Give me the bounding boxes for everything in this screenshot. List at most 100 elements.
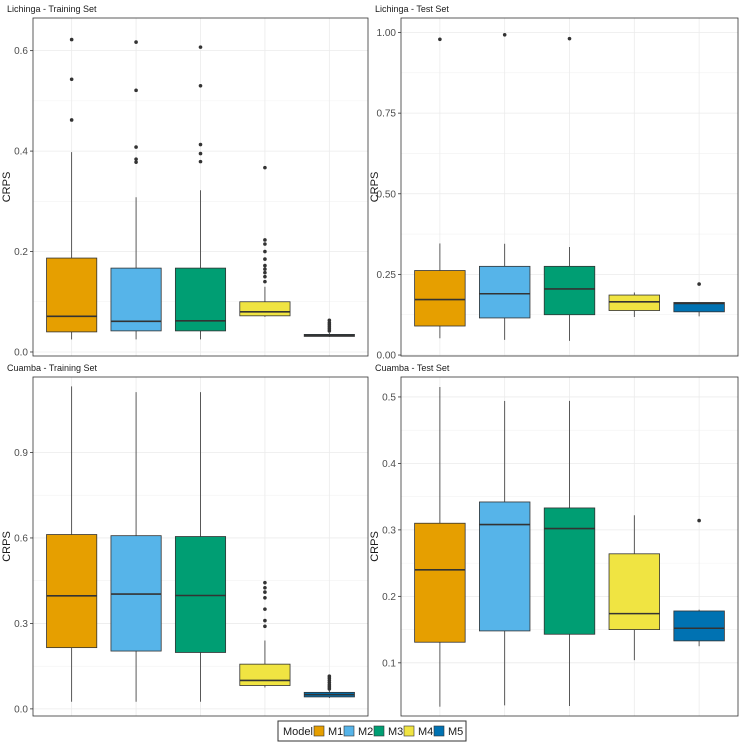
box-body xyxy=(608,553,660,630)
y-tick-label: 0.2 xyxy=(14,247,28,258)
y-axis-title: CRPS xyxy=(369,531,381,562)
y-tick-label: 0.50 xyxy=(377,189,397,200)
outlier-point xyxy=(263,270,267,275)
outlier-point xyxy=(198,84,203,88)
y-tick-label: 0.4 xyxy=(382,459,396,470)
box-M3 xyxy=(543,400,596,707)
outlier-point xyxy=(438,37,442,42)
legend-swatch-m4 xyxy=(403,725,415,737)
box-body xyxy=(414,270,466,327)
outlier-point xyxy=(69,77,74,82)
outlier-point xyxy=(134,88,138,93)
legend-label-m5: M5 xyxy=(448,726,463,738)
box-body xyxy=(46,257,98,333)
legend-label-m4: M4 xyxy=(418,726,433,738)
outlier-point xyxy=(263,624,267,629)
outlier-point xyxy=(567,36,572,41)
box-M3 xyxy=(174,45,227,340)
legend-title: Model xyxy=(283,726,313,738)
box-M4 xyxy=(239,165,291,317)
box-body xyxy=(479,265,531,319)
y-tick-label: 0.2 xyxy=(382,592,396,603)
box-M3 xyxy=(543,36,596,341)
outlier-point xyxy=(263,607,267,611)
y-tick-label: 0.4 xyxy=(14,147,28,158)
box-M4 xyxy=(608,292,660,317)
outlier-point xyxy=(263,165,267,170)
chart-panel-2: Lichinga - Test Set 0.00 0.25 0.50 0.75 1.00 C… xyxy=(369,4,739,362)
outlier-point xyxy=(697,518,701,523)
outlier-point xyxy=(198,142,203,147)
outlier-point xyxy=(327,321,332,325)
box-M2 xyxy=(479,32,531,340)
outlier-point xyxy=(134,160,138,164)
outlier-point xyxy=(263,586,267,590)
outlier-point xyxy=(263,242,267,246)
box-M4 xyxy=(608,515,660,661)
outlier-point xyxy=(263,267,267,271)
y-axis-title: CRPS xyxy=(1,531,13,562)
box-body xyxy=(239,301,291,317)
y-tick-label: 0.75 xyxy=(377,109,397,120)
panel-title: Cuamba - Training Set xyxy=(7,363,98,373)
box-M1 xyxy=(46,37,98,340)
legend: Model M1 M2 M3 M4 M5 xyxy=(277,720,467,742)
box-body xyxy=(673,302,725,313)
y-tick-label: 0.5 xyxy=(382,392,396,403)
chart-panel-3: Cuamba - Training Set 0.0 0.3 0.6 0.9 CRPS xyxy=(1,363,369,717)
outlier-point xyxy=(69,37,74,42)
panel-border xyxy=(400,376,739,717)
y-axis-title: CRPS xyxy=(369,172,381,203)
panel-border xyxy=(32,17,369,357)
box-body xyxy=(673,610,725,642)
legend-items: M1 M2 M3 M4 M5 xyxy=(313,725,463,738)
box-M1 xyxy=(46,386,98,702)
outlier-point xyxy=(697,282,701,286)
outlier-point xyxy=(327,674,332,678)
y-tick-label: 0.0 xyxy=(14,704,28,715)
outlier-point xyxy=(263,618,267,623)
outlier-point xyxy=(263,274,267,279)
box-M2 xyxy=(110,392,162,702)
legend-frame xyxy=(277,720,467,742)
legend-swatch-m2 xyxy=(343,725,355,737)
y-tick-label: 0.6 xyxy=(14,46,28,57)
box-M5 xyxy=(673,518,725,647)
box-M1 xyxy=(414,386,466,707)
panel-title: Cuamba - Test Set xyxy=(375,363,450,373)
outlier-point xyxy=(198,45,203,49)
outlier-point xyxy=(263,279,267,284)
legend-label-m1: M1 xyxy=(328,726,343,738)
y-tick-label: 0.3 xyxy=(382,525,396,536)
chart-panel-4: Cuamba - Test Set 0.1 0.2 0.3 0.4 0.5 CRPS xyxy=(369,363,739,717)
legend-swatch-m5 xyxy=(433,725,445,737)
panel-title: Lichinga - Training Set xyxy=(7,4,97,14)
y-tick-label: 1.00 xyxy=(377,28,397,39)
box-body xyxy=(46,534,98,649)
legend-label-m3: M3 xyxy=(388,726,403,738)
box-M2 xyxy=(110,40,162,340)
box-M1 xyxy=(414,37,466,339)
y-tick-label: 0.3 xyxy=(14,619,28,630)
outlier-point xyxy=(263,238,267,242)
box-body xyxy=(479,501,531,632)
y-tick-label: 0.00 xyxy=(377,351,397,362)
box-M5 xyxy=(303,318,355,337)
box-body xyxy=(174,536,227,653)
outlier-point xyxy=(263,263,267,268)
y-axis-title: CRPS xyxy=(1,172,13,203)
box-body xyxy=(110,267,162,332)
box-body xyxy=(543,507,596,635)
y-tick-label: 0.1 xyxy=(382,658,396,669)
legend-label-m2: M2 xyxy=(358,726,373,738)
outlier-point xyxy=(198,151,203,156)
outlier-point xyxy=(69,118,74,122)
box-M3 xyxy=(174,392,227,702)
box-body xyxy=(543,265,596,316)
outlier-point xyxy=(263,590,267,594)
outlier-point xyxy=(502,32,507,37)
box-M2 xyxy=(479,400,531,706)
outlier-point xyxy=(134,40,138,44)
box-body xyxy=(414,522,466,643)
